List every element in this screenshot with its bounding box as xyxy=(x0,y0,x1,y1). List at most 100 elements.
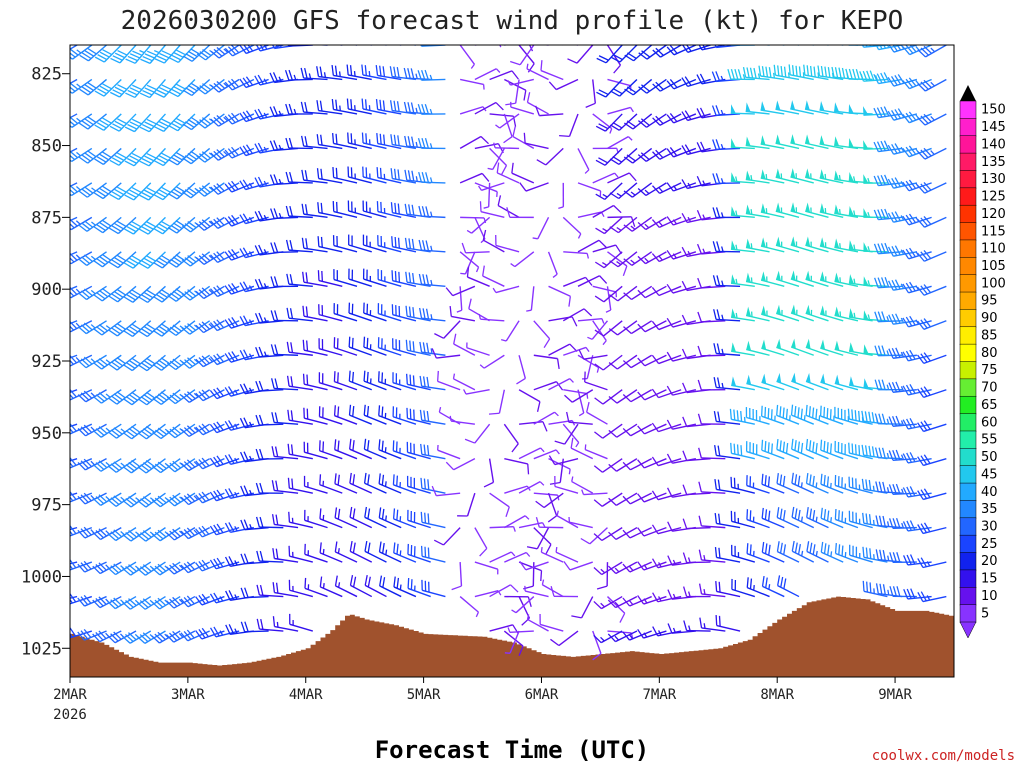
wind-barb xyxy=(819,169,844,184)
wind-barb xyxy=(917,45,947,58)
wind-barb xyxy=(593,458,623,473)
colorbar-label: 55 xyxy=(981,433,998,448)
wind-barb xyxy=(349,540,373,563)
wind-barb xyxy=(449,305,475,322)
wind-barb xyxy=(316,66,343,81)
wind-barb xyxy=(224,248,255,261)
wind-barb xyxy=(377,269,402,287)
wind-barb xyxy=(592,285,617,298)
colorbar-label: 145 xyxy=(981,120,1006,135)
wind-barb xyxy=(571,476,594,494)
wind-barb xyxy=(239,247,269,259)
wind-barb xyxy=(152,423,181,440)
wind-barb xyxy=(666,453,697,464)
wind-barb xyxy=(272,548,299,563)
wind-barb xyxy=(623,113,653,130)
wind-barb xyxy=(94,78,122,97)
wind-barb xyxy=(196,113,225,129)
wind-barb xyxy=(917,78,947,92)
colorbar-legend: 1501451401351301251201151101051009590858… xyxy=(959,85,1006,639)
wind-barb xyxy=(790,338,814,356)
wind-barb xyxy=(790,236,814,253)
wind-barb xyxy=(637,561,667,571)
wind-barb xyxy=(107,492,137,507)
wind-barb xyxy=(696,107,726,119)
wind-barb xyxy=(108,251,137,269)
wind-barb xyxy=(464,423,491,444)
wind-barb xyxy=(445,285,476,297)
wind-barb xyxy=(224,283,255,295)
wind-barb xyxy=(377,337,402,356)
wind-barb xyxy=(609,147,638,165)
wind-barb xyxy=(70,182,78,188)
wind-barb xyxy=(348,268,372,287)
colorbar-segment xyxy=(959,482,977,502)
wind-barb xyxy=(504,630,520,654)
colorbar-label: 150 xyxy=(981,103,1006,118)
wind-barb xyxy=(109,113,137,132)
wind-barb xyxy=(376,133,402,150)
wind-barb xyxy=(698,583,726,598)
wind-barb xyxy=(577,239,607,253)
colorbar-label: 65 xyxy=(981,398,998,413)
wind-barb xyxy=(730,308,755,322)
wind-barb xyxy=(493,142,520,150)
wind-barb xyxy=(526,63,549,81)
wind-barb xyxy=(559,113,579,138)
wind-barb xyxy=(478,313,505,322)
wind-barb xyxy=(255,45,284,52)
wind-barb xyxy=(819,135,844,150)
wind-barb xyxy=(348,234,372,253)
wind-barb xyxy=(888,483,917,495)
wind-barb xyxy=(681,76,711,88)
wind-barb xyxy=(681,110,711,122)
wind-barb xyxy=(594,285,623,303)
wind-barb xyxy=(70,423,78,428)
wind-barb xyxy=(775,134,800,150)
wind-barb xyxy=(181,354,211,369)
colorbar-segment xyxy=(959,222,977,241)
wind-barb xyxy=(255,482,284,494)
wind-barb xyxy=(888,449,917,461)
wind-barb xyxy=(240,485,269,497)
wind-barb xyxy=(239,281,269,293)
wind-barb xyxy=(848,206,873,219)
wind-barb xyxy=(593,561,623,576)
wind-barb xyxy=(377,371,402,391)
wind-barb xyxy=(209,489,240,502)
x-tick-label: 2MAR xyxy=(53,687,87,703)
wind-barb xyxy=(407,509,431,529)
wind-barb xyxy=(698,447,726,460)
wind-barb xyxy=(255,516,284,529)
wind-barb xyxy=(363,472,387,494)
wind-barb xyxy=(593,527,623,542)
wind-barb xyxy=(592,630,602,661)
wind-barb xyxy=(730,104,755,115)
wind-barb xyxy=(533,354,560,370)
wind-barb xyxy=(623,182,653,198)
wind-barb xyxy=(391,236,417,253)
x-tick-label: 7MAR xyxy=(642,687,676,703)
wind-barb xyxy=(332,235,358,253)
wind-barb xyxy=(666,351,697,362)
x-tick-label: 8MAR xyxy=(760,687,794,703)
wind-barb xyxy=(167,251,196,268)
wind-barb xyxy=(431,485,461,497)
x-tick-label: 5MAR xyxy=(407,687,441,703)
wind-barb xyxy=(834,440,859,460)
wind-barb xyxy=(806,541,829,563)
wind-barb xyxy=(300,67,328,81)
wind-barb xyxy=(392,406,417,425)
wind-barb xyxy=(888,347,917,359)
wind-barb xyxy=(714,445,741,460)
y-tick-label: 825 xyxy=(31,65,62,85)
wind-barb xyxy=(239,315,269,327)
wind-barb xyxy=(78,182,107,198)
wind-barb xyxy=(849,544,873,563)
wind-barb xyxy=(122,492,152,508)
wind-barb xyxy=(715,581,741,598)
wind-barb xyxy=(239,383,269,395)
wind-barb xyxy=(137,458,166,474)
wind-barb xyxy=(302,373,328,391)
wind-barb xyxy=(533,320,551,349)
